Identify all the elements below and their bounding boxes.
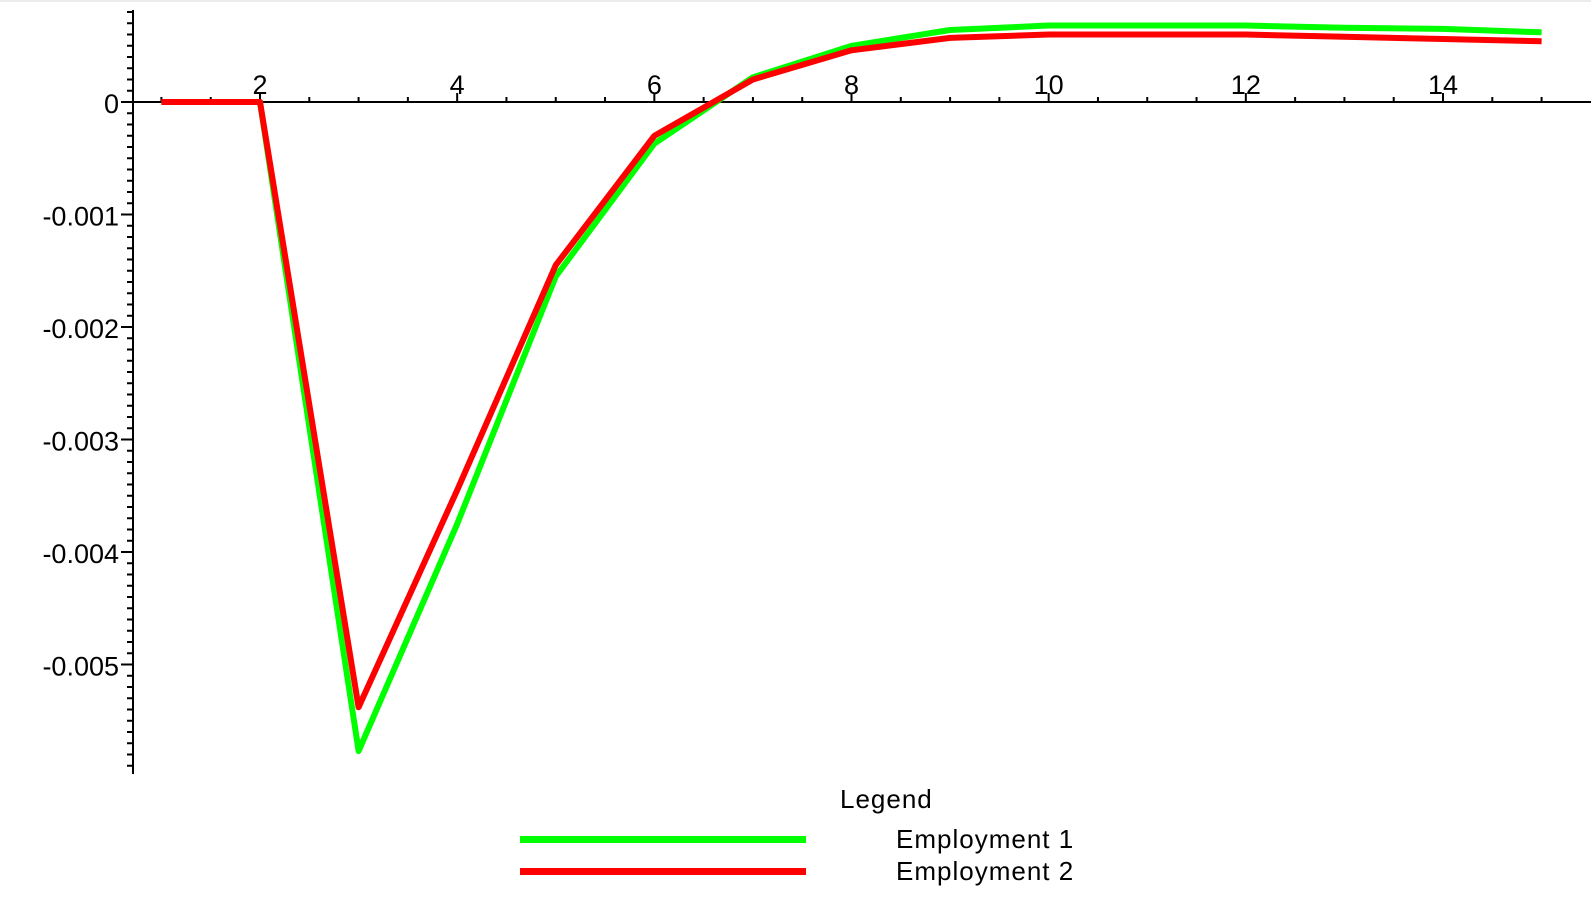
series-line-2 [161, 31, 1542, 711]
line-chart: 2 4 6 8 10 12 14 0 -0.001 -0.002 -0.003 -0.004 -0.00… [0, 0, 1591, 774]
legend: Legend Employment 1 Employment 2 [500, 784, 1200, 900]
legend-swatch-2 [520, 868, 806, 875]
y-tick-label: 0 [104, 89, 119, 119]
axes: 2 4 6 8 10 12 14 0 -0.001 -0.002 -0.003 -0.004 -0.00… [0, 0, 1591, 774]
x-tick-label: 8 [844, 70, 859, 100]
y-tick-label: -0.001 [42, 202, 119, 232]
legend-title: Legend [840, 784, 933, 814]
series-layer [161, 22, 1542, 755]
legend-label-1: Employment 1 [896, 824, 1075, 854]
x-tick-label: 4 [450, 70, 465, 100]
legend-swatch-1 [520, 836, 806, 843]
y-tick-label: -0.004 [42, 539, 119, 569]
y-tick-label: -0.002 [42, 314, 119, 344]
x-tick-label: 6 [647, 70, 662, 100]
x-tick-label: 14 [1428, 70, 1458, 100]
y-tick-label: -0.005 [42, 652, 119, 682]
legend-label-2: Employment 2 [896, 856, 1075, 886]
series-line-1 [161, 22, 1542, 755]
legend-item-1: Employment 1 [500, 824, 1200, 856]
legend-item-2: Employment 2 [500, 856, 1200, 888]
x-tick-label: 12 [1231, 70, 1261, 100]
x-tick-label: 10 [1034, 70, 1064, 100]
y-tick-label: -0.003 [42, 427, 119, 457]
x-tick-label: 2 [252, 70, 267, 100]
